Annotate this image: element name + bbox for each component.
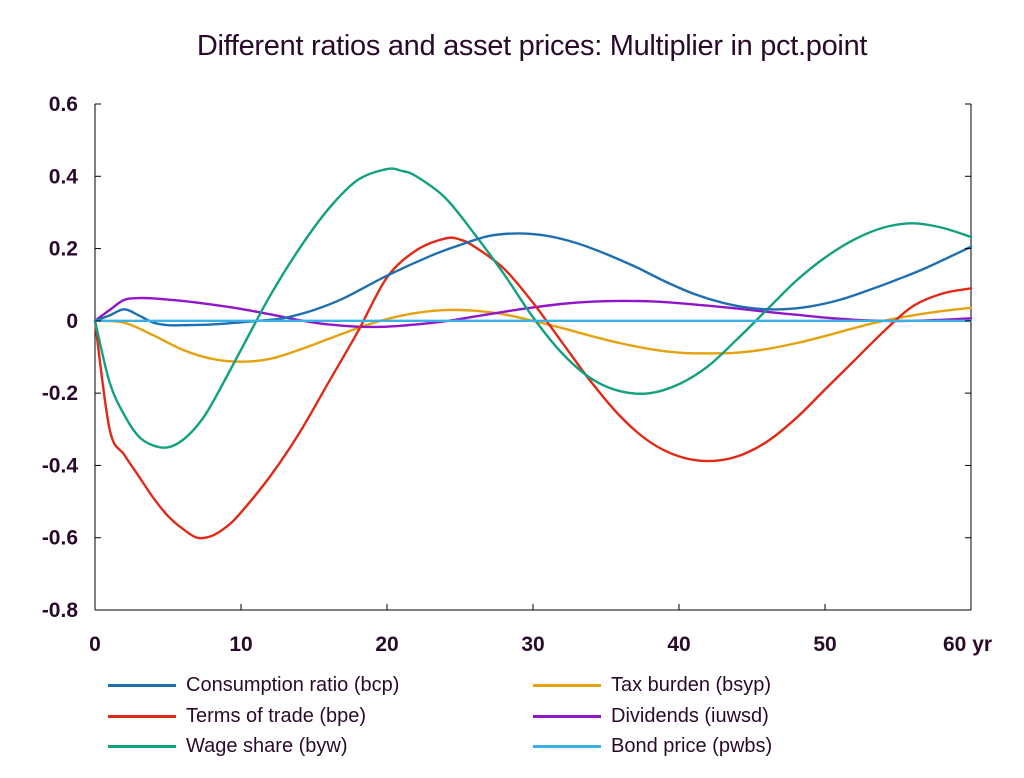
y-tick-label: 0.2 — [49, 238, 78, 261]
y-tick-label: -0.6 — [42, 527, 78, 550]
x-tick-label: 0 — [89, 633, 101, 656]
series-line-consumption-ratio-bcp — [93, 232, 973, 327]
y-tick-label: -0.2 — [42, 382, 78, 405]
y-tick-label: 0.4 — [49, 165, 79, 188]
series-layer — [93, 167, 973, 540]
y-tick-label: -0.8 — [42, 599, 79, 622]
x-tick-label: 40 — [667, 633, 690, 656]
y-tick-label: 0 — [66, 310, 78, 333]
chart-title: Different ratios and asset prices: Multi… — [196, 30, 868, 62]
x-tick-label: 60 yr — [943, 633, 992, 656]
tick-labels: 0.6 0.4 0.2 0 -0.2 -0.4 -0.6 -0.8 0 10 20 30 40 50 60 … — [42, 93, 992, 656]
series-line-dividends-iuwsd — [93, 296, 973, 329]
y-tick-label: 0.6 — [49, 93, 78, 116]
x-tick-label: 10 — [229, 633, 252, 656]
x-tick-label: 30 — [521, 633, 544, 656]
y-tick-label: -0.4 — [42, 454, 79, 477]
series-line-terms-of-trade-bpe — [93, 236, 973, 540]
plot-frame — [94, 104, 972, 611]
x-tick-label: 20 — [375, 633, 398, 656]
series-line-wage-share-byw — [93, 167, 973, 449]
axis-ticks — [94, 103, 972, 611]
x-tick-label: 50 — [813, 633, 836, 656]
